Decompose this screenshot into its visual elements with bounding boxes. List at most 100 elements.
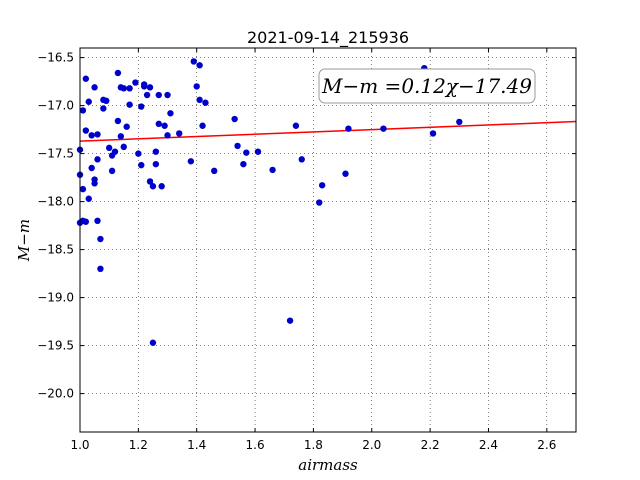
data-point [196,96,203,104]
data-point [292,122,300,129]
data-point [140,81,148,88]
data-point [196,62,203,69]
data-point [149,339,157,346]
x-tick-labels: 1.0 1.2 1.4 1.6 1.8 2.0 2.2 2.4 2.6 [70,438,556,452]
data-point [380,125,387,132]
data-point [135,150,142,157]
data-point [176,130,183,137]
grid [79,48,576,432]
data-point [146,84,154,91]
chart-title: 2021-09-14_215936 [247,28,409,48]
plot-frame [79,47,577,433]
x-tick-label: 1.8 [304,438,323,452]
data-point [152,160,160,168]
data-point [105,144,113,152]
data-point [155,120,162,128]
data-point [126,101,133,108]
y-tick-labels: −16.5 −17.0 −17.5 −18.0 −18.5 −19.0 −19.5 −20.0 [37,51,74,401]
annotation-box [318,68,536,104]
data-point [103,97,110,105]
fit-line-segment [79,120,577,142]
data-point [94,131,101,138]
y-tick-label: −16.5 [37,51,74,65]
data-point [190,58,197,65]
data-point [161,122,168,129]
data-point [126,85,133,92]
data-point [88,164,95,172]
data-point [100,105,107,112]
data-point [85,195,92,202]
data-point [114,69,122,77]
x-tick-label: 1.2 [129,438,148,452]
x-tick-label: 1.0 [70,438,89,452]
data-point [79,185,87,193]
data-point [132,79,139,86]
x-tick-label: 2.2 [421,438,440,452]
data-point [243,149,250,156]
data-point [345,125,352,132]
fit-annotation: M−m =0.12χ−17.49 [318,68,536,104]
data-point [94,156,101,163]
x-tick-label: 2.0 [362,438,381,452]
data-point [91,180,98,187]
data-point [138,161,145,169]
x-tick-label: 1.6 [246,438,265,452]
y-tick-label: −18.5 [37,243,74,257]
data-point [187,158,195,165]
axis-ticks [79,48,576,432]
data-point [234,142,241,150]
data-point [117,133,125,140]
data-point [316,199,323,206]
data-point [82,218,90,225]
data-point [138,103,145,110]
data-point [94,217,101,224]
x-tick-label: 1.4 [187,438,206,452]
annotation-text: M−m =0.12χ−17.49 [321,74,532,98]
data-point [85,98,92,105]
data-point [164,91,171,99]
data-point [429,130,437,137]
y-tick-label: −18.0 [37,195,74,209]
data-point [231,115,238,123]
data-point [202,99,209,106]
data-point [146,178,154,185]
y-axis-label: M−m [15,219,33,262]
y-tick-label: −17.0 [37,99,74,113]
data-point [211,167,218,175]
y-tick-label: −20.0 [37,387,74,401]
data-point [456,118,463,126]
data-point [120,143,127,151]
y-tick-label: −17.5 [37,147,74,161]
data-point [82,75,90,82]
data-point [79,107,87,114]
data-point [318,182,326,189]
data-point [149,183,157,190]
data-point [286,317,294,324]
data-point [155,91,162,99]
y-tick-label: −19.0 [37,291,74,305]
data-point [123,123,130,130]
data-point [152,148,160,155]
fit-line [79,120,577,142]
data-point [158,183,165,190]
data-point [199,122,206,129]
data-point [143,91,151,99]
data-point [167,110,174,117]
data-point [97,265,104,272]
data-point [342,170,349,177]
data-point [108,167,116,175]
x-tick-label: 2.4 [479,438,498,452]
data-point [298,156,305,163]
data-point [91,84,98,91]
y-tick-label: −19.5 [37,339,74,353]
data-point [111,148,119,155]
data-point [82,127,90,134]
x-axis-label: airmass [298,456,358,474]
data-point [97,235,104,243]
data-point [120,85,127,92]
data-point [88,132,95,139]
x-tick-label: 2.6 [537,438,556,452]
data-points [76,58,463,346]
data-point [164,132,171,139]
